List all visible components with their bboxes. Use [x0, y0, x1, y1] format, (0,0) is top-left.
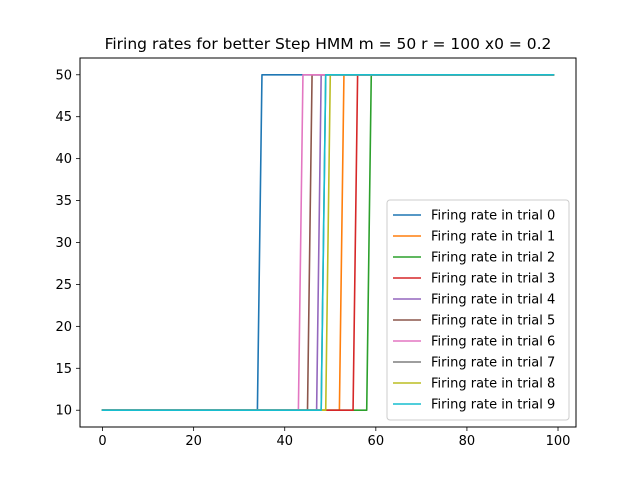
y-tick-label-25: 25 [55, 278, 72, 293]
y-axis-ticks: 10 15 20 25 30 35 40 45 50 [55, 68, 80, 419]
y-tick-label-20: 20 [55, 320, 72, 335]
x-tick-label-80: 80 [459, 434, 476, 449]
y-tick-label-40: 40 [55, 152, 72, 167]
legend-label-trial-8: Firing rate in trial 8 [431, 377, 555, 392]
series-line-trial-9 [101, 73, 555, 412]
y-tick-label-45: 45 [55, 110, 72, 125]
y-tick-label-10: 10 [55, 404, 72, 419]
chart-title: Firing rates for better Step HMM m = 50 … [105, 35, 552, 53]
legend-label-trial-6: Firing rate in trial 6 [431, 335, 555, 350]
legend-label-trial-3: Firing rate in trial 3 [431, 272, 555, 287]
legend-label-trial-5: Firing rate in trial 5 [431, 314, 555, 329]
x-tick-label-40: 40 [276, 434, 293, 449]
x-tick-label-0: 0 [98, 434, 106, 449]
legend-label-trial-9: Firing rate in trial 9 [431, 398, 555, 413]
legend: Firing rate in trial 0 Firing rate in tri… [386, 199, 570, 421]
x-axis-ticks: 0 20 40 60 80 100 [98, 427, 570, 449]
legend-label-trial-1: Firing rate in trial 1 [431, 230, 555, 245]
y-tick-label-15: 15 [55, 362, 72, 377]
x-tick-label-60: 60 [368, 434, 385, 449]
legend-label-trial-4: Firing rate in trial 4 [431, 293, 555, 308]
plot-lines [101, 73, 555, 412]
y-tick-label-50: 50 [55, 68, 72, 83]
legend-label-trial-0: Firing rate in trial 0 [431, 209, 555, 224]
legend-label-trial-7: Firing rate in trial 7 [431, 356, 555, 371]
legend-label-trial-2: Firing rate in trial 2 [431, 251, 555, 266]
x-tick-label-100: 100 [546, 434, 571, 449]
y-tick-label-30: 30 [55, 236, 72, 251]
x-tick-label-20: 20 [185, 434, 202, 449]
y-tick-label-35: 35 [55, 194, 72, 209]
legend-frame [386, 199, 570, 421]
